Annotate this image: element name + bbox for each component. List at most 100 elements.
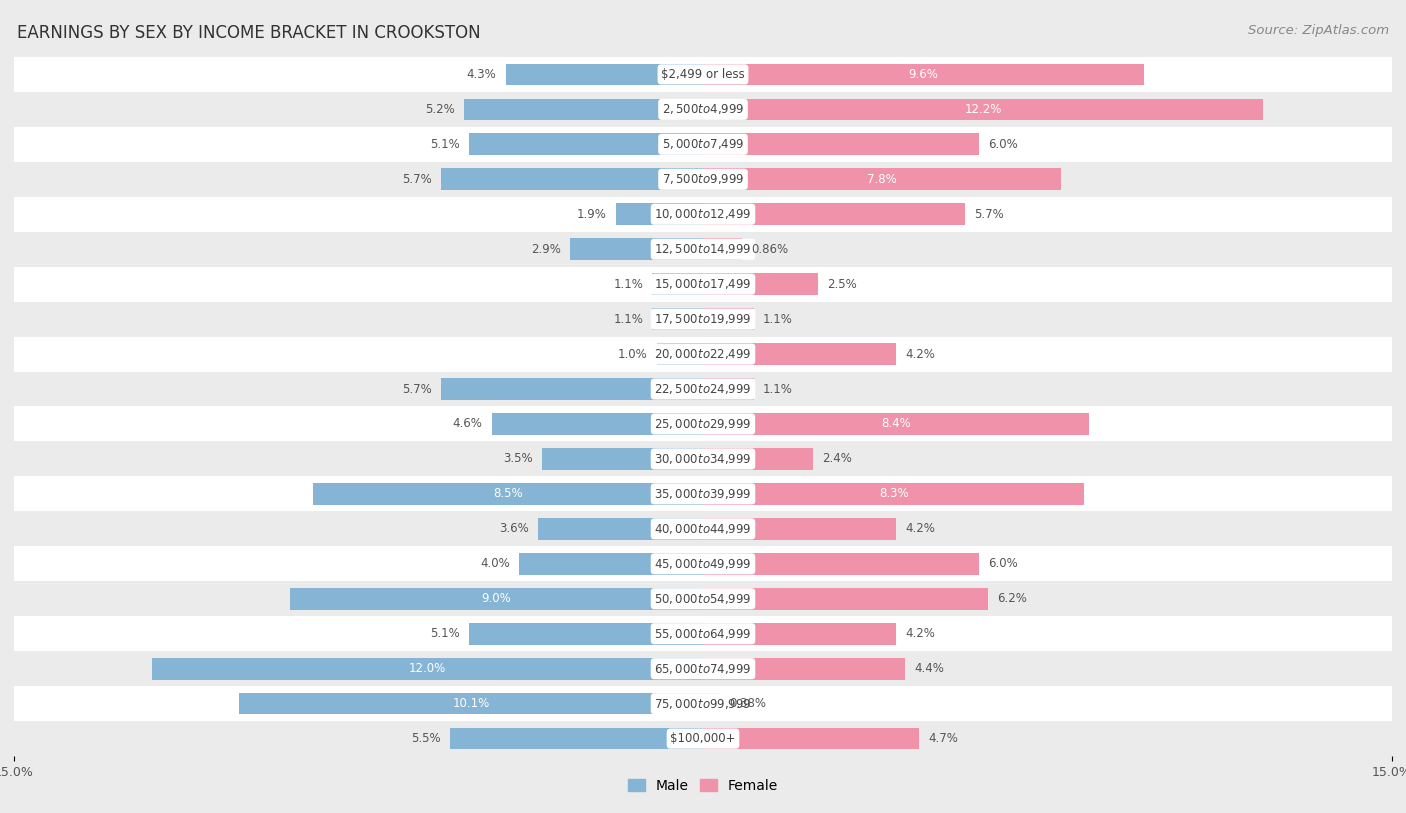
Bar — [14, 476, 1392, 511]
Text: 4.4%: 4.4% — [914, 663, 945, 675]
Text: 1.9%: 1.9% — [576, 208, 606, 220]
Bar — [703, 623, 896, 645]
Bar — [657, 343, 703, 365]
Text: $22,500 to $24,999: $22,500 to $24,999 — [654, 382, 752, 396]
Text: 8.5%: 8.5% — [494, 488, 523, 500]
Bar — [703, 588, 988, 610]
Text: 1.0%: 1.0% — [619, 348, 648, 360]
Text: $2,499 or less: $2,499 or less — [661, 68, 745, 80]
Bar — [14, 162, 1392, 197]
Bar — [652, 308, 703, 330]
Text: 1.1%: 1.1% — [762, 383, 793, 395]
Bar — [703, 483, 1084, 505]
Bar — [703, 658, 905, 680]
Text: 4.2%: 4.2% — [905, 348, 935, 360]
Text: 2.9%: 2.9% — [530, 243, 561, 255]
Text: $30,000 to $34,999: $30,000 to $34,999 — [654, 452, 752, 466]
Text: 6.2%: 6.2% — [997, 593, 1026, 605]
Text: 4.2%: 4.2% — [905, 628, 935, 640]
Text: 3.5%: 3.5% — [503, 453, 533, 465]
Bar — [543, 448, 703, 470]
Bar — [703, 693, 720, 715]
Text: 8.3%: 8.3% — [879, 488, 908, 500]
Text: $12,500 to $14,999: $12,500 to $14,999 — [654, 242, 752, 256]
Text: 4.0%: 4.0% — [481, 558, 510, 570]
Text: $17,500 to $19,999: $17,500 to $19,999 — [654, 312, 752, 326]
Bar — [14, 441, 1392, 476]
Text: 2.4%: 2.4% — [823, 453, 852, 465]
Text: 9.6%: 9.6% — [908, 68, 938, 80]
Text: $35,000 to $39,999: $35,000 to $39,999 — [654, 487, 752, 501]
Text: 1.1%: 1.1% — [613, 278, 644, 290]
Text: $10,000 to $12,499: $10,000 to $12,499 — [654, 207, 752, 221]
Text: $55,000 to $64,999: $55,000 to $64,999 — [654, 627, 752, 641]
Bar — [14, 372, 1392, 406]
Bar — [312, 483, 703, 505]
Text: 5.1%: 5.1% — [430, 628, 460, 640]
Text: 12.2%: 12.2% — [965, 103, 1002, 115]
Text: $50,000 to $54,999: $50,000 to $54,999 — [654, 592, 752, 606]
Bar — [14, 686, 1392, 721]
Bar — [14, 57, 1392, 92]
Bar — [537, 518, 703, 540]
Bar — [14, 197, 1392, 232]
Text: $5,000 to $7,499: $5,000 to $7,499 — [662, 137, 744, 151]
Bar — [14, 232, 1392, 267]
Text: 5.7%: 5.7% — [974, 208, 1004, 220]
Bar — [14, 511, 1392, 546]
Text: $75,000 to $99,999: $75,000 to $99,999 — [654, 697, 752, 711]
Text: 6.0%: 6.0% — [988, 558, 1018, 570]
Bar — [569, 238, 703, 260]
Bar — [703, 63, 1144, 85]
Bar — [450, 728, 703, 750]
Text: 8.4%: 8.4% — [882, 418, 911, 430]
Bar — [14, 92, 1392, 127]
Bar — [703, 273, 818, 295]
Bar — [506, 63, 703, 85]
Bar — [441, 168, 703, 190]
Bar — [703, 238, 742, 260]
Text: $2,500 to $4,999: $2,500 to $4,999 — [662, 102, 744, 116]
Text: 5.5%: 5.5% — [412, 733, 441, 745]
Bar — [468, 623, 703, 645]
Text: 7.8%: 7.8% — [868, 173, 897, 185]
Text: 4.2%: 4.2% — [905, 523, 935, 535]
Text: 5.7%: 5.7% — [402, 173, 432, 185]
Bar — [703, 413, 1088, 435]
Bar — [703, 518, 896, 540]
Bar — [492, 413, 703, 435]
Bar — [468, 133, 703, 155]
Bar — [703, 728, 920, 750]
Text: $45,000 to $49,999: $45,000 to $49,999 — [654, 557, 752, 571]
Text: 4.7%: 4.7% — [928, 733, 957, 745]
Bar — [14, 267, 1392, 302]
Text: 10.1%: 10.1% — [453, 698, 489, 710]
Bar — [703, 98, 1264, 120]
Bar — [703, 168, 1062, 190]
Legend: Male, Female: Male, Female — [623, 773, 783, 798]
Bar — [616, 203, 703, 225]
Bar — [290, 588, 703, 610]
Text: 9.0%: 9.0% — [481, 593, 512, 605]
Text: $100,000+: $100,000+ — [671, 733, 735, 745]
Text: $7,500 to $9,999: $7,500 to $9,999 — [662, 172, 744, 186]
Text: 3.6%: 3.6% — [499, 523, 529, 535]
Text: 1.1%: 1.1% — [762, 313, 793, 325]
Text: $65,000 to $74,999: $65,000 to $74,999 — [654, 662, 752, 676]
Text: EARNINGS BY SEX BY INCOME BRACKET IN CROOKSTON: EARNINGS BY SEX BY INCOME BRACKET IN CRO… — [17, 24, 481, 42]
Bar — [14, 546, 1392, 581]
Text: 6.0%: 6.0% — [988, 138, 1018, 150]
Bar — [652, 273, 703, 295]
Text: 5.7%: 5.7% — [402, 383, 432, 395]
Bar — [464, 98, 703, 120]
Text: 4.6%: 4.6% — [453, 418, 482, 430]
Bar — [14, 651, 1392, 686]
Text: 5.1%: 5.1% — [430, 138, 460, 150]
Text: $25,000 to $29,999: $25,000 to $29,999 — [654, 417, 752, 431]
Bar — [14, 721, 1392, 756]
Bar — [152, 658, 703, 680]
Bar — [703, 343, 896, 365]
Bar — [239, 693, 703, 715]
Bar — [519, 553, 703, 575]
Bar — [703, 133, 979, 155]
